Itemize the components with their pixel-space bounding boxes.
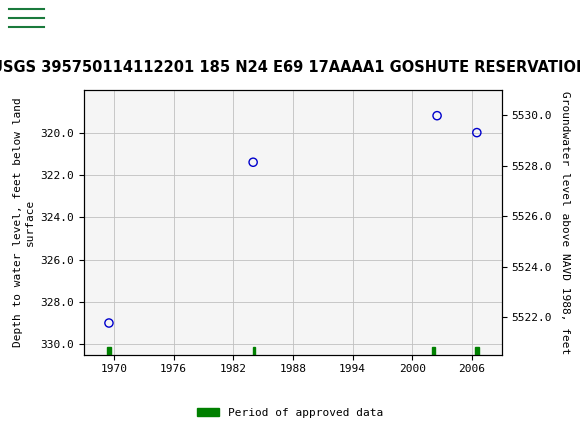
Point <box>433 112 442 119</box>
Bar <box>6 2 46 35</box>
Point <box>104 319 114 326</box>
Point <box>472 129 481 136</box>
Legend: Period of approved data: Period of approved data <box>193 403 387 422</box>
Point <box>248 159 258 166</box>
Bar <box>107 347 111 355</box>
Text: USGS: USGS <box>52 9 107 27</box>
Bar <box>253 347 255 355</box>
Bar <box>475 347 479 355</box>
Y-axis label: Depth to water level, feet below land
surface: Depth to water level, feet below land su… <box>13 98 35 347</box>
Y-axis label: Groundwater level above NAVD 1988, feet: Groundwater level above NAVD 1988, feet <box>560 91 570 354</box>
Text: USGS 395750114112201 185 N24 E69 17AAAA1 GOSHUTE RESERVATION: USGS 395750114112201 185 N24 E69 17AAAA1… <box>0 60 580 75</box>
Bar <box>432 347 435 355</box>
